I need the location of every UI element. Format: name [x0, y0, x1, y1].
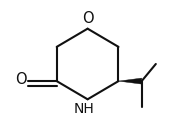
Polygon shape [118, 78, 142, 84]
Text: O: O [82, 11, 93, 26]
Text: NH: NH [73, 102, 94, 116]
Text: O: O [15, 72, 27, 87]
